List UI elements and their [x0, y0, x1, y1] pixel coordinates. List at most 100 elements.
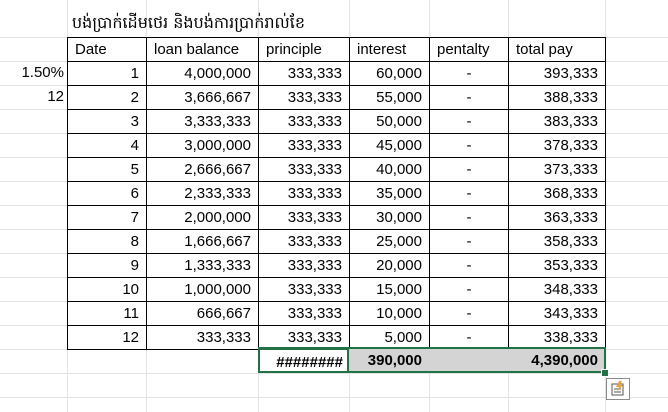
cell-penalty[interactable]: -	[429, 181, 509, 206]
cell-loan-balance[interactable]: 1,666,667	[146, 229, 259, 254]
cell-loan-balance[interactable]: 2,666,667	[146, 157, 259, 182]
table-row: 5 2,666,667 333,333 40,000-373,333	[67, 157, 606, 182]
table-row: 2 3,666,667 333,333 55,000-388,333	[67, 85, 606, 110]
cell-penalty[interactable]: -	[429, 133, 509, 158]
total-principle-cell[interactable]: ########	[258, 348, 349, 373]
selection-border-right	[604, 347, 606, 373]
cell-penalty[interactable]: -	[429, 61, 509, 86]
table-row: 6 2,333,333 333,333 35,000-368,333	[67, 181, 606, 206]
cell-total-pay[interactable]: 353,333	[508, 253, 606, 278]
cell-principle[interactable]: 333,333	[258, 157, 350, 182]
cell-total-pay[interactable]: 373,333	[508, 157, 606, 182]
header-interest[interactable]: interest	[349, 37, 430, 62]
cell-date[interactable]: 9	[67, 253, 147, 278]
cell-loan-balance[interactable]: 333,333	[146, 325, 259, 350]
cell-total-pay[interactable]: 393,333	[508, 61, 606, 86]
cell-loan-balance[interactable]: 3,666,667	[146, 85, 259, 110]
cell-interest[interactable]: 30,000	[349, 205, 430, 230]
cell-date[interactable]: 10	[67, 277, 147, 302]
cell-loan-balance[interactable]: 2,333,333	[146, 181, 259, 206]
header-principle[interactable]: principle	[258, 37, 350, 62]
header-date[interactable]: Date	[67, 37, 147, 62]
cell-total-pay[interactable]: 378,333	[508, 133, 606, 158]
cell-penalty[interactable]: -	[429, 301, 509, 326]
cell-date[interactable]: 6	[67, 181, 147, 206]
cell-principle[interactable]: 333,333	[258, 277, 350, 302]
cell-principle[interactable]: 333,333	[258, 205, 350, 230]
cell-principle[interactable]: 333,333	[258, 61, 350, 86]
cell-interest[interactable]: 10,000	[349, 301, 430, 326]
cell-penalty[interactable]: -	[429, 325, 509, 350]
cell-date[interactable]: 1	[67, 61, 147, 86]
cell-date[interactable]: 8	[67, 229, 147, 254]
cell-penalty[interactable]: -	[429, 277, 509, 302]
header-penalty[interactable]: pentalty	[429, 37, 509, 62]
cell-total-pay[interactable]: 343,333	[508, 301, 606, 326]
total-pay-cell[interactable]: 4,390,000	[531, 352, 598, 369]
cell-principle[interactable]: 333,333	[258, 229, 350, 254]
cell-total-pay[interactable]: 348,333	[508, 277, 606, 302]
cell-principle[interactable]: 333,333	[258, 133, 350, 158]
selection-border-top	[258, 347, 606, 349]
cell-penalty[interactable]: -	[429, 157, 509, 182]
header-loan-balance[interactable]: loan balance	[146, 37, 259, 62]
header-total-pay[interactable]: total pay	[508, 37, 606, 62]
table-row: 4 3,000,000 333,333 45,000-378,333	[67, 133, 606, 158]
cell-interest[interactable]: 45,000	[349, 133, 430, 158]
cell-total-pay[interactable]: 338,333	[508, 325, 606, 350]
cell-interest[interactable]: 15,000	[349, 277, 430, 302]
cell-principle[interactable]: 333,333	[258, 181, 350, 206]
cell-loan-balance[interactable]: 4,000,000	[146, 61, 259, 86]
table-row: 12 333,333 333,333 5,000-338,333	[67, 325, 606, 350]
table-row: 3 3,333,333 333,333 50,000-383,333	[67, 109, 606, 134]
cell-interest[interactable]: 40,000	[349, 157, 430, 182]
cell-penalty[interactable]: -	[429, 205, 509, 230]
table-row: 8 1,666,667 333,333 25,000-358,333	[67, 229, 606, 254]
cell-loan-balance[interactable]: 666,667	[146, 301, 259, 326]
cell-principle[interactable]: 333,333	[258, 301, 350, 326]
interest-rate-cell[interactable]: 1.50%	[21, 64, 64, 81]
cell-total-pay[interactable]: 358,333	[508, 229, 606, 254]
table-row: 10 1,000,000 333,333 15,000-348,333	[67, 277, 606, 302]
cell-loan-balance[interactable]: 1,333,333	[146, 253, 259, 278]
cell-loan-balance[interactable]: 2,000,000	[146, 205, 259, 230]
cell-interest[interactable]: 35,000	[349, 181, 430, 206]
cell-total-pay[interactable]: 388,333	[508, 85, 606, 110]
cell-total-pay[interactable]: 363,333	[508, 205, 606, 230]
cell-principle[interactable]: 333,333	[258, 325, 350, 350]
cell-date[interactable]: 3	[67, 109, 147, 134]
selection-border-left	[258, 348, 260, 373]
cell-penalty[interactable]: -	[429, 253, 509, 278]
fill-handle[interactable]	[601, 369, 609, 377]
quick-analysis-button[interactable]	[606, 378, 630, 400]
months-cell[interactable]: 12	[47, 88, 64, 105]
cell-date[interactable]: 11	[67, 301, 147, 326]
cell-total-pay[interactable]: 368,333	[508, 181, 606, 206]
cell-date[interactable]: 2	[67, 85, 147, 110]
cell-date[interactable]: 5	[67, 157, 147, 182]
cell-principle[interactable]: 333,333	[258, 253, 350, 278]
table-row: 7 2,000,000 333,333 30,000-363,333	[67, 205, 606, 230]
cell-date[interactable]: 4	[67, 133, 147, 158]
cell-interest[interactable]: 25,000	[349, 229, 430, 254]
cell-date[interactable]: 12	[67, 325, 147, 350]
sheet-title[interactable]: បង់ប្រាក់ដើមថេរ និងបង់ការប្រាក់រាល់ខែ	[72, 13, 305, 32]
loan-schedule-table: Date loan balance principle interest pen…	[67, 37, 606, 350]
total-interest-cell[interactable]: 390,000	[367, 352, 422, 369]
cell-interest[interactable]: 50,000	[349, 109, 430, 134]
cell-principle[interactable]: 333,333	[258, 109, 350, 134]
cell-total-pay[interactable]: 383,333	[508, 109, 606, 134]
cell-penalty[interactable]: -	[429, 85, 509, 110]
cell-loan-balance[interactable]: 3,333,333	[146, 109, 259, 134]
cell-loan-balance[interactable]: 1,000,000	[146, 277, 259, 302]
cell-interest[interactable]: 5,000	[349, 325, 430, 350]
table-row: 11 666,667 333,333 10,000-343,333	[67, 301, 606, 326]
cell-interest[interactable]: 55,000	[349, 85, 430, 110]
cell-interest[interactable]: 60,000	[349, 61, 430, 86]
cell-date[interactable]: 7	[67, 205, 147, 230]
cell-loan-balance[interactable]: 3,000,000	[146, 133, 259, 158]
cell-penalty[interactable]: -	[429, 109, 509, 134]
cell-principle[interactable]: 333,333	[258, 85, 350, 110]
cell-interest[interactable]: 20,000	[349, 253, 430, 278]
cell-penalty[interactable]: -	[429, 229, 509, 254]
